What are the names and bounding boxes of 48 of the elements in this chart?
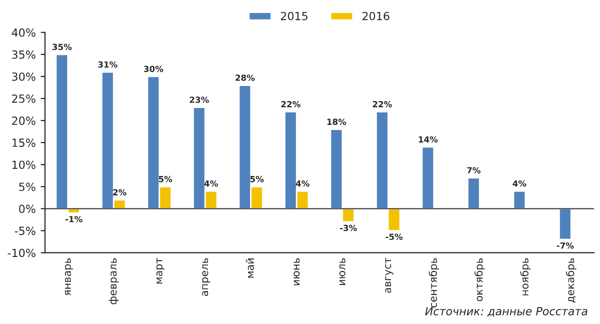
x-tick-label: октябрь — [474, 258, 485, 302]
y-tick-label: 15% — [12, 138, 36, 147]
x-tick-label: сентябрь — [428, 258, 440, 308]
y-tick-label: 30% — [12, 72, 36, 81]
data-label: 30% — [144, 66, 164, 72]
x-tick-label: август — [385, 258, 394, 293]
data-label: 35% — [52, 44, 72, 50]
data-label: 31% — [98, 61, 118, 68]
y-tick-label: -10% — [8, 248, 36, 258]
y-tick-label: 0% — [19, 204, 36, 214]
bar — [558, 208, 572, 240]
x-tick-label: май — [246, 258, 254, 278]
x-tick-label: декабрь — [566, 258, 576, 302]
x-tick-label: апрель — [202, 258, 210, 296]
y-tick-label: 20% — [12, 116, 36, 125]
data-label: 4% — [512, 180, 526, 187]
y-tick-label: 35% — [12, 50, 36, 59]
data-label: -3% — [340, 224, 357, 232]
y-tick-label: -5% — [14, 226, 36, 236]
legend-label: 2016 — [362, 12, 390, 20]
data-label: 5% — [158, 176, 172, 182]
data-label: 2% — [113, 189, 126, 196]
bar — [467, 177, 480, 210]
data-label: 14% — [418, 136, 438, 143]
data-label: 23% — [190, 96, 209, 103]
y-tick-label: 40% — [12, 28, 36, 37]
x-tick-label: ноябрь — [520, 258, 531, 296]
x-tick-label: февраль — [108, 258, 119, 304]
bar — [421, 146, 435, 210]
legend-label: 2015 — [280, 12, 308, 20]
data-label: -5% — [386, 234, 403, 240]
text: Источник: данные Росстата — [425, 307, 588, 317]
y-tick-label: 10% — [12, 160, 36, 169]
x-tick-label: июль — [339, 258, 346, 285]
data-label: 28% — [236, 74, 255, 81]
data-label: 7% — [467, 167, 480, 174]
data-label: 22% — [372, 101, 392, 108]
bar — [512, 190, 526, 210]
data-label: -7% — [556, 242, 574, 249]
data-label: 22% — [281, 101, 300, 108]
y-tick-label: 25% — [12, 94, 36, 103]
y-tick-label: 5% — [19, 182, 36, 192]
data-label: 5% — [250, 176, 264, 182]
data-label: 18% — [327, 118, 346, 125]
x-tick-label: январь — [64, 258, 73, 296]
x-tick-label: март — [156, 258, 164, 284]
x-tick-label: июнь — [294, 258, 300, 286]
data-label: -1% — [65, 216, 82, 222]
